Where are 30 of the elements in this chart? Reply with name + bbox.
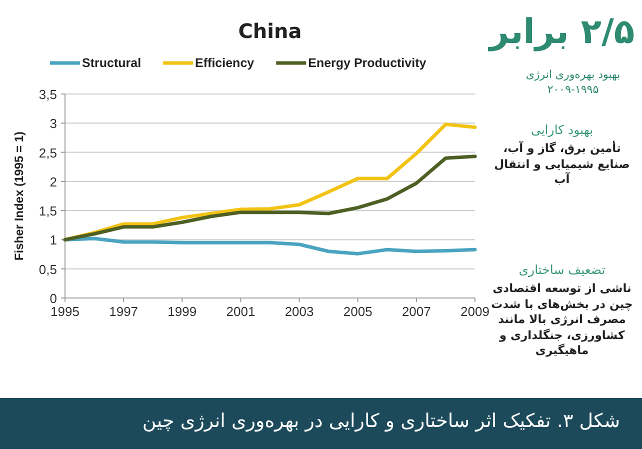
text: بهبود بهره‌وری انرژی ۱۹۹۵-۲۰۰۹	[524, 68, 622, 98]
y-tick-label: 0	[50, 291, 57, 306]
y-tick-label: 3,5	[38, 87, 57, 102]
y-tick-label: 1,5	[38, 204, 57, 219]
legend-label: Energy Productivity	[308, 56, 426, 70]
x-tick-label: 1995	[50, 304, 80, 319]
text: تضعیف ساختاری	[518, 262, 606, 279]
text: ۲/۵ برابر	[487, 11, 636, 54]
line-series	[63, 236, 477, 256]
x-tick-label: 2009	[460, 304, 490, 319]
x-tick-label: 2005	[343, 304, 372, 319]
text: ناشی از توسعه اقتصادی چین در بخش‌های با شدت مصرف انرژی بالا مانند کشاورزی، جنگلداری و ماهیگیری	[491, 281, 633, 358]
y-tick-label: 3	[50, 116, 57, 132]
legend-label: Structural	[82, 56, 142, 70]
text: شکل ۳. تفکیک اثر ساختاری و کارایی در بهره‌وری انرژی چین	[142, 410, 620, 432]
text: بهبود کارایی	[530, 122, 594, 139]
legend-label: Efficiency	[195, 56, 254, 70]
y-tick-label: 2	[50, 174, 57, 190]
x-tick-label: 1999	[168, 304, 197, 319]
y-tick-label: 1	[50, 232, 57, 248]
chart-title: China	[238, 19, 302, 43]
x-tick-label: 2007	[402, 304, 431, 319]
line-series	[63, 154, 477, 242]
x-tick-label: 2003	[284, 304, 314, 319]
y-tick-label: 2,5	[38, 145, 57, 160]
x-tick-label: 2001	[226, 304, 256, 319]
x-tick-label: 1997	[109, 304, 138, 319]
y-tick-label: 0,5	[38, 262, 57, 277]
text: تأمین برق، گاز و آب، صنایع شیمیایی و انتقال آب	[493, 141, 631, 188]
y-axis-title: Fisher Index (1995 = 1)	[12, 131, 26, 261]
